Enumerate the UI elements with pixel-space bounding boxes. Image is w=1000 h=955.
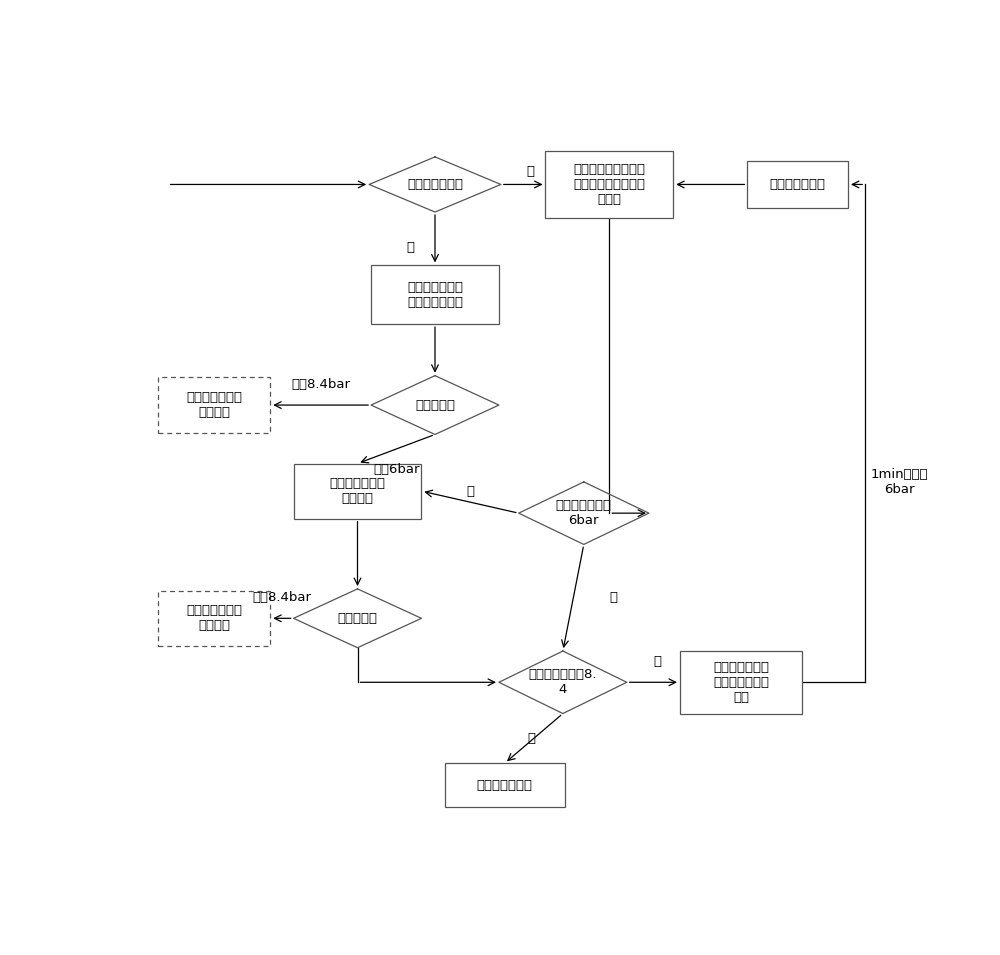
Polygon shape: [499, 651, 627, 713]
Text: 储气筒气压小于
6bar: 储气筒气压小于 6bar: [556, 499, 612, 527]
Text: 否: 否: [406, 241, 414, 254]
FancyBboxPatch shape: [680, 651, 802, 713]
Text: 发动机自带空气
压缩机停止工作: 发动机自带空气 压缩机停止工作: [407, 281, 463, 308]
Polygon shape: [371, 375, 499, 435]
Text: 否: 否: [654, 655, 662, 668]
Text: 是: 是: [466, 484, 474, 498]
Text: 发动机强制工作: 发动机强制工作: [770, 178, 826, 191]
Text: 否: 否: [609, 591, 617, 605]
Polygon shape: [294, 589, 421, 647]
Text: 泄放阀开始泄气: 泄放阀开始泄气: [477, 778, 533, 792]
Text: 储气筒气压大于8.
4: 储气筒气压大于8. 4: [529, 668, 597, 696]
Polygon shape: [519, 482, 649, 544]
Text: 由发动机自带空气压
缩机打气，为整车提
供气源: 由发动机自带空气压 缩机打气，为整车提 供气源: [573, 163, 645, 206]
Text: 是: 是: [526, 164, 534, 178]
Text: 1min后小于
6bar: 1min后小于 6bar: [871, 468, 928, 497]
Text: 小于6bar: 小于6bar: [373, 463, 420, 477]
Text: 大于8.4bar: 大于8.4bar: [291, 378, 350, 391]
FancyBboxPatch shape: [445, 763, 565, 807]
FancyBboxPatch shape: [158, 377, 270, 433]
FancyBboxPatch shape: [747, 160, 848, 208]
FancyBboxPatch shape: [371, 265, 499, 324]
FancyBboxPatch shape: [158, 591, 270, 646]
Text: 储气筒压力: 储气筒压力: [338, 612, 378, 625]
Text: 大于8.4bar: 大于8.4bar: [252, 591, 311, 605]
Text: 储气筒压力: 储气筒压力: [415, 398, 455, 412]
FancyBboxPatch shape: [545, 152, 673, 218]
Text: 电动空气压缩机
停止打气: 电动空气压缩机 停止打气: [186, 605, 242, 632]
Text: 发动机是否工作: 发动机是否工作: [407, 178, 463, 191]
Text: 电动空气压缩机
停止打气: 电动空气压缩机 停止打气: [186, 391, 242, 419]
Text: 由发动机自带的
空气压缩机继续
打气: 由发动机自带的 空气压缩机继续 打气: [713, 661, 769, 704]
Text: 电动空气压缩机
开始打气: 电动空气压缩机 开始打气: [330, 478, 386, 505]
Polygon shape: [369, 157, 501, 212]
FancyBboxPatch shape: [294, 463, 421, 519]
Text: 是: 是: [528, 732, 536, 745]
